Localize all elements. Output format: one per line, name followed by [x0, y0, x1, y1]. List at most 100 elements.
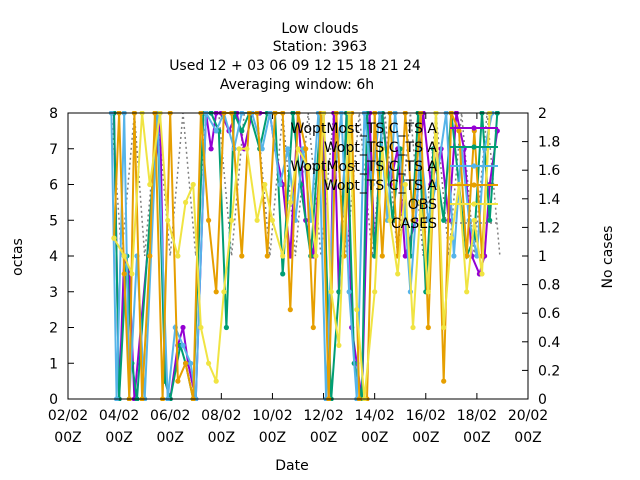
x-tick-label-hour: 00Z	[310, 430, 337, 446]
series-point-wopttsctsa2	[464, 253, 470, 259]
x-tick-label-date: 02/02	[48, 408, 88, 424]
series-point-obs	[229, 217, 235, 223]
x-tick-label-hour: 00Z	[105, 430, 132, 446]
series-point-obs	[328, 289, 334, 295]
series-point-woptmosttsctsa2	[285, 146, 291, 152]
series-point-wopttsctsa2	[303, 146, 309, 152]
series-layer	[108, 111, 501, 401]
x-tick-label-date: 20/02	[508, 408, 548, 424]
x-tick-label-hour: 00Z	[54, 430, 81, 446]
legend-label: CASES	[391, 216, 437, 232]
series-point-woptmosttsctsa2	[213, 128, 219, 134]
legend-label: Wopt_TS C_TS A	[324, 178, 438, 194]
y2-tick-label: 0	[538, 392, 547, 408]
series-point-obs	[206, 360, 212, 366]
series-point-wopttsctsa2	[441, 378, 447, 384]
y2-tick-label: 0.8	[538, 278, 560, 294]
series-point-wopttsctsa	[441, 217, 447, 223]
plot-frame	[67, 112, 529, 400]
series-point-obs	[354, 307, 360, 313]
series-point-obs	[269, 217, 275, 223]
series-point-obs	[111, 235, 117, 241]
series-point-wopttsctsa2	[183, 360, 189, 366]
series-point-wopttsctsa2	[287, 307, 293, 313]
series-point-wopttsctsa	[223, 324, 229, 331]
series-point-obs	[395, 271, 401, 277]
y-tick-label: 3	[49, 285, 58, 301]
series-point-obs	[236, 146, 242, 152]
x-tick-label-hour: 00Z	[157, 430, 184, 446]
y-axis-label: octas	[10, 238, 26, 276]
series-point-wopttsctsa2	[206, 217, 212, 223]
y2-tick-label: 1	[538, 249, 547, 265]
series-point-obs	[441, 324, 447, 331]
series-point-obs	[121, 253, 127, 259]
plot-area	[108, 111, 501, 401]
series-point-obs	[183, 199, 189, 205]
ticks-layer: 0 1 2 3 4 5 6 7 8 0 0.2 0.4 0.6 0.8 1 1.2 1.4 1.6 1.8 2 02/0…	[48, 106, 561, 446]
series-point-woptmosttsctsa	[402, 253, 408, 259]
series-point-obs	[190, 181, 196, 188]
series-point-wopttsctsa2	[456, 128, 462, 134]
series-point-wopttsctsa2	[121, 271, 127, 277]
y-tick-label: 8	[49, 106, 58, 122]
series-point-wopttsctsa2	[425, 324, 431, 331]
series-point-woptmosttsctsa2	[259, 146, 265, 152]
title-line-2: Station: 3963	[273, 39, 368, 55]
series-point-obs	[280, 253, 286, 259]
y-tick-label: 1	[49, 356, 58, 372]
series-point-obs	[287, 199, 293, 205]
series-point-obs	[254, 217, 260, 223]
series-point-obs	[418, 199, 424, 205]
x-axis-label: Date	[275, 458, 308, 474]
legend-marker	[471, 163, 477, 169]
series-point-obs	[372, 289, 378, 295]
x-tick-label-date: 04/02	[99, 408, 139, 424]
legend-marker	[471, 182, 477, 188]
x-tick-label-hour: 00Z	[208, 430, 235, 446]
x-tick-label-hour: 00Z	[361, 430, 388, 446]
series-point-wopttsctsa	[239, 128, 245, 134]
y-tick-label: 6	[49, 178, 58, 194]
series-point-wopttsctsa2	[310, 324, 316, 331]
series-point-wopttsctsa	[487, 217, 493, 223]
series-point-wopttsctsa2	[147, 253, 153, 259]
series-point-woptmosttsctsa2	[451, 253, 457, 259]
series-point-wopttsctsa2	[175, 378, 181, 384]
y-tick-label: 2	[49, 321, 58, 337]
x-tick-label-date: 18/02	[457, 408, 497, 424]
x-tick-label-hour: 00Z	[412, 430, 439, 446]
series-point-obs	[425, 289, 431, 295]
x-tick-label-date: 16/02	[406, 408, 446, 424]
legend-marker	[471, 144, 477, 150]
series-point-obs	[305, 164, 311, 170]
legend-label: OBS	[408, 197, 437, 213]
series-point-woptmosttsctsa2	[474, 253, 480, 259]
x-tick-label-date: 14/02	[354, 408, 394, 424]
y2-tick-label: 0.6	[538, 306, 560, 322]
y-tick-label: 0	[49, 392, 58, 408]
y2-tick-label: 1.8	[538, 135, 560, 151]
y2-axis-label: No cases	[600, 226, 616, 289]
series-point-obs	[471, 217, 477, 223]
title-line-4: Averaging window: 6h	[220, 77, 374, 93]
x-tick-label-hour: 00Z	[259, 430, 286, 446]
series-point-wopttsctsa	[280, 271, 286, 277]
series-point-woptmosttsctsa	[180, 324, 186, 331]
series-point-woptmosttsctsa2	[180, 342, 186, 348]
series-point-obs	[175, 253, 181, 259]
series-point-obs	[244, 146, 250, 152]
chart-title: Low clouds Station: 3963 Used 12 + 03 06…	[169, 21, 421, 93]
y2-tick-label: 1.2	[538, 220, 560, 236]
y-tick-label: 5	[49, 213, 58, 229]
y2-tick-label: 0.4	[538, 335, 560, 351]
y-tick-label: 4	[49, 249, 58, 265]
series-point-woptmosttsctsa2	[425, 217, 431, 223]
series-point-wopttsctsa2	[239, 253, 245, 259]
series-point-obs	[313, 253, 319, 259]
x-tick-label-date: 10/02	[252, 408, 292, 424]
x-tick-label-date: 12/02	[303, 408, 343, 424]
series-point-obs	[262, 181, 268, 188]
series-point-wopttsctsa2	[410, 217, 416, 223]
